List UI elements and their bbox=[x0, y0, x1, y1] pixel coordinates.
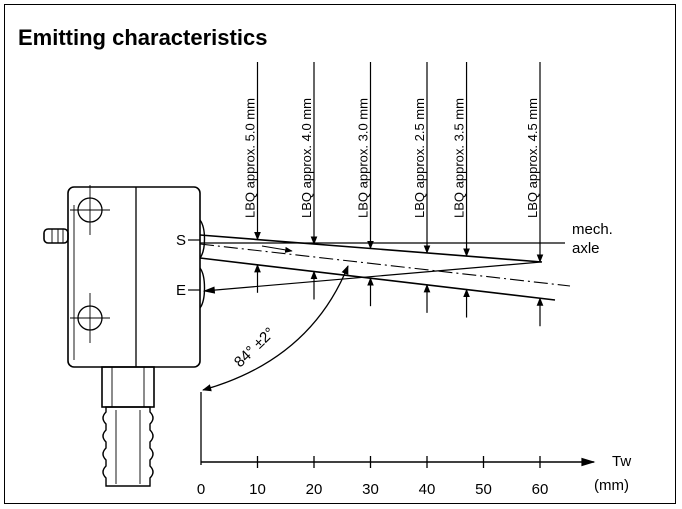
sensor-body bbox=[67, 186, 201, 368]
optical-axis-centerline bbox=[199, 243, 571, 287]
diagram-title: Emitting characteristics bbox=[18, 25, 268, 50]
mounting-hole-top bbox=[70, 185, 110, 235]
axis-tick-label: 50 bbox=[475, 481, 492, 498]
sensor-housing bbox=[43, 185, 206, 487]
axis-tick-label: 60 bbox=[532, 481, 549, 498]
mech-axle-label-line2: axle bbox=[572, 240, 600, 257]
connector-neck bbox=[101, 366, 155, 408]
lbq-label: LBQ approx. 2.5 mm bbox=[412, 98, 427, 218]
axis-tick-label: 10 bbox=[249, 481, 266, 498]
angle-arc bbox=[202, 265, 349, 392]
axis-name-label: Tw bbox=[612, 453, 631, 470]
emitter-label: E bbox=[176, 282, 186, 299]
axis-tick-label: 20 bbox=[306, 481, 323, 498]
angle-label: 84° ±2° bbox=[231, 324, 278, 371]
axis-tick-label: 30 bbox=[362, 481, 379, 498]
adjustment-screw bbox=[43, 228, 69, 244]
lbq-marker: LBQ approx. 4.5 mm bbox=[525, 62, 544, 327]
connector-thread bbox=[102, 406, 154, 487]
lbq-marker: LBQ approx. 2.5 mm bbox=[412, 62, 431, 313]
lbq-label: LBQ approx. 4.0 mm bbox=[299, 98, 314, 218]
axis-ticks: 0 10 20 30 40 50 60 bbox=[197, 456, 549, 498]
axis-unit-label: (mm) bbox=[594, 477, 629, 494]
beam-geometry bbox=[199, 234, 571, 301]
axis-tick-label: 40 bbox=[419, 481, 436, 498]
sender-lens bbox=[199, 219, 206, 259]
lbq-markers: LBQ approx. 5.0 mm LBQ approx. 4.0 mm LBQ … bbox=[243, 62, 544, 327]
axis-tick-label: 0 bbox=[197, 481, 205, 498]
lbq-marker: LBQ approx. 3.0 mm bbox=[356, 62, 374, 307]
lbq-label: LBQ approx. 3.5 mm bbox=[452, 98, 467, 218]
sender-label: S bbox=[176, 232, 186, 249]
lbq-marker: LBQ approx. 3.5 mm bbox=[452, 62, 470, 318]
lbq-marker: LBQ approx. 5.0 mm bbox=[243, 62, 261, 293]
mech-axle-label-line1: mech. bbox=[572, 221, 613, 238]
lbq-marker: LBQ approx. 4.0 mm bbox=[299, 62, 318, 300]
lbq-label: LBQ approx. 4.5 mm bbox=[525, 98, 540, 218]
diagram-frame bbox=[4, 4, 676, 504]
mounting-hole-bottom bbox=[70, 293, 110, 343]
lbq-label: LBQ approx. 5.0 mm bbox=[243, 98, 258, 218]
emitted-beam-arrow bbox=[261, 245, 293, 253]
lbq-label: LBQ approx. 3.0 mm bbox=[356, 98, 371, 218]
